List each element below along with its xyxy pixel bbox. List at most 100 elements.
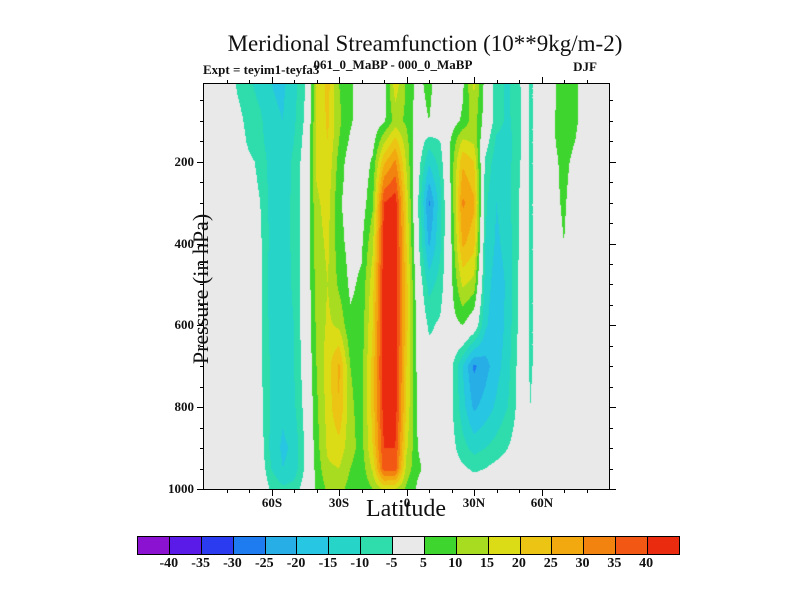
y-tick [200, 203, 204, 204]
colorbar-tick-label: -30 [223, 556, 242, 571]
colorbar-tick-label: 40 [639, 556, 654, 571]
y-tick [609, 387, 613, 388]
y-tick [200, 469, 204, 470]
colorbar-segment [423, 537, 456, 554]
y-tick [609, 489, 616, 490]
colorbar-tick-label: 30 [575, 556, 590, 571]
colorbar-segment [519, 537, 552, 554]
colorbar-segment [328, 537, 361, 554]
y-tick [609, 203, 613, 204]
colorbar-tick-label: 20 [511, 556, 526, 571]
y-tick [609, 366, 613, 367]
colorbar-tick-label: 35 [607, 556, 622, 571]
y-tick [200, 223, 204, 224]
x-tick [429, 80, 430, 84]
x-tick [474, 77, 475, 84]
colorbar-segment [168, 537, 201, 554]
x-tick [407, 489, 408, 496]
x-tick [542, 489, 543, 496]
colorbar-segment [615, 537, 647, 554]
y-tick [609, 305, 613, 306]
x-tick-label: 60N [530, 495, 554, 510]
experiment-label: Expt = teyim1-teyfa3 [203, 62, 320, 77]
x-tick [519, 80, 520, 84]
colorbar-tick-label: 5 [419, 556, 427, 571]
y-tick [200, 428, 204, 429]
season-label: DJF [573, 59, 597, 74]
x-tick [294, 80, 295, 84]
colorbar-tick-label: -5 [385, 556, 398, 571]
y-tick-label: 1000 [168, 481, 194, 496]
y-tick [609, 182, 613, 183]
colorbar-segment [232, 537, 265, 554]
colorbar-segment [583, 537, 616, 554]
x-tick [249, 489, 250, 493]
y-tick [609, 346, 613, 347]
run-difference-label: 061_0_MaBP - 000_0_MaBP [313, 57, 473, 72]
x-tick [294, 489, 295, 493]
y-tick-label: 200 [174, 154, 195, 169]
y-tick-label: 400 [174, 236, 195, 251]
contour-field-canvas [204, 84, 609, 489]
x-tick [452, 80, 453, 84]
x-tick [587, 489, 588, 493]
colorbar-tick-label: -25 [254, 556, 274, 571]
colorbar-segment [647, 537, 679, 554]
y-tick [200, 141, 204, 142]
y-tick [609, 223, 613, 224]
y-tick [609, 244, 616, 245]
colorbar-segment [360, 537, 392, 554]
x-tick [519, 489, 520, 493]
y-tick [197, 407, 204, 408]
y-tick [609, 162, 616, 163]
y-tick [200, 305, 204, 306]
x-tick-label: 0 [403, 495, 411, 510]
colorbar-tick-label: 10 [448, 556, 463, 571]
y-tick [609, 407, 616, 408]
y-tick [609, 428, 613, 429]
x-tick [542, 77, 543, 84]
colorbar-tick-label: 15 [480, 556, 495, 571]
x-tick-label: 30N [462, 495, 486, 510]
y-tick [197, 244, 204, 245]
x-tick [587, 80, 588, 84]
colorbar [137, 536, 680, 555]
chart-title: Meridional Streamfunction (10**9kg/m-2) [227, 31, 623, 56]
colorbar-segment [392, 537, 424, 554]
y-tick [609, 141, 613, 142]
x-tick [249, 80, 250, 84]
colorbar-segment [551, 537, 584, 554]
x-tick [384, 489, 385, 493]
y-tick [200, 100, 204, 101]
x-tick [564, 489, 565, 493]
x-tick [384, 80, 385, 84]
x-tick [362, 80, 363, 84]
colorbar-tick-label: -15 [318, 556, 338, 571]
colorbar-segment [296, 537, 329, 554]
y-tick [200, 346, 204, 347]
x-tick [339, 489, 340, 496]
y-tick [609, 264, 613, 265]
x-tick-label: 30S [328, 495, 350, 510]
y-tick-label: 800 [174, 399, 195, 414]
y-tick [200, 366, 204, 367]
x-tick [362, 489, 363, 493]
y-tick [609, 100, 613, 101]
colorbar-tick-label: -40 [159, 556, 179, 571]
colorbar-tick-label: -35 [191, 556, 210, 571]
y-axis-label: Pressure (in hPa) [188, 213, 213, 365]
x-tick [227, 80, 228, 84]
x-tick-label: 60S [261, 495, 283, 510]
y-tick-label: 600 [174, 317, 195, 332]
y-tick [609, 448, 613, 449]
y-tick [609, 325, 616, 326]
x-tick [429, 489, 430, 493]
colorbar-tick-label: -20 [286, 556, 306, 571]
x-tick [474, 489, 475, 496]
colorbar-tick-label: 25 [543, 556, 558, 571]
x-tick [497, 80, 498, 84]
x-tick [339, 77, 340, 84]
x-axis-label: Latitude [366, 496, 446, 522]
colorbar-segment [487, 537, 520, 554]
